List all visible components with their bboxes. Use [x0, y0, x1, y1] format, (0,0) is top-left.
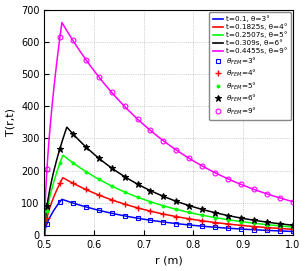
X-axis label: r (m): r (m) — [155, 256, 182, 265]
Legend: t=0.1, θ=3°, t=0.1825s, θ=4°, t=0.2507s, θ=5°, t=0.309s, θ=6°, t=0.4455s, θ=9°, : t=0.1, θ=3°, t=0.1825s, θ=4°, t=0.2507s,… — [209, 12, 291, 120]
Y-axis label: T(r,t): T(r,t) — [6, 108, 16, 136]
